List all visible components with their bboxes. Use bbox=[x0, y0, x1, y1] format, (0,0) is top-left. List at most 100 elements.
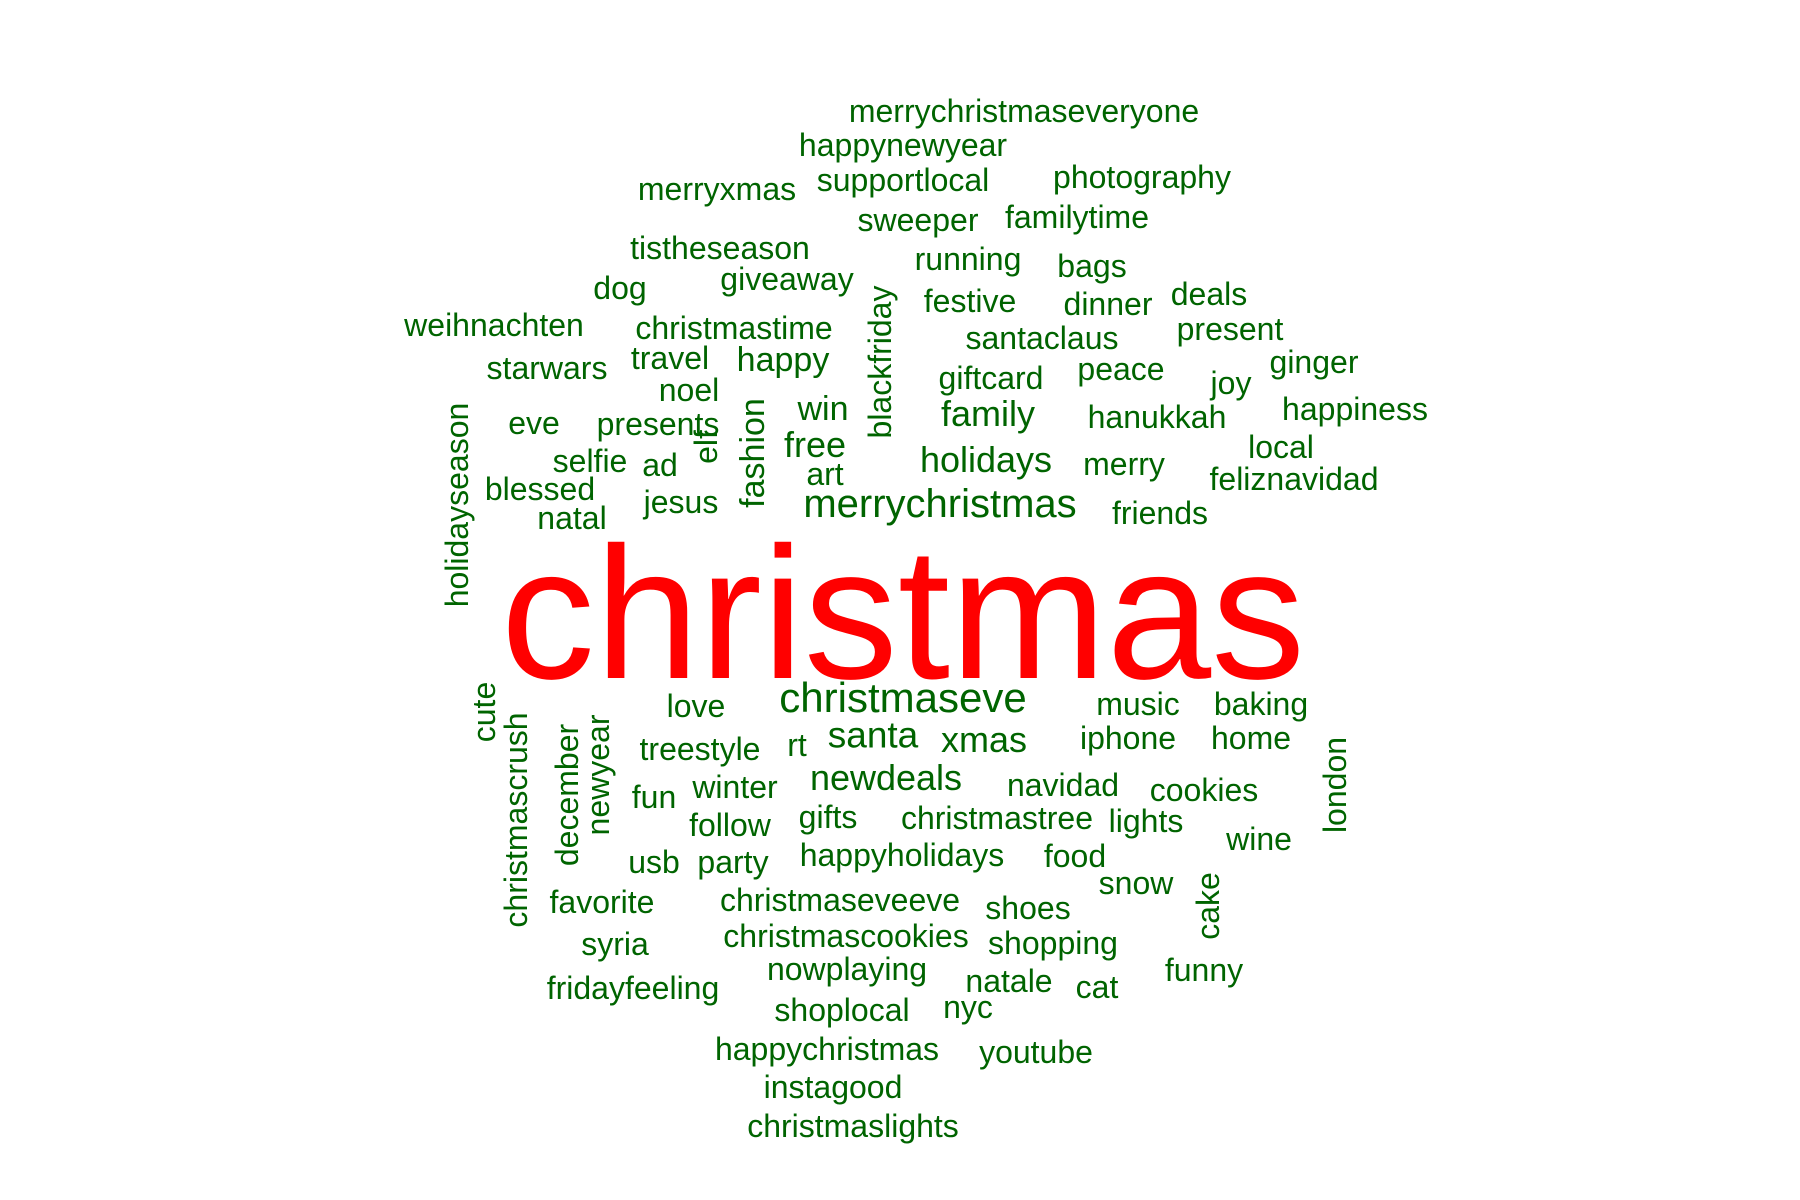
word-christmascrush: christmascrush bbox=[498, 712, 534, 928]
word-photography: photography bbox=[1053, 159, 1231, 195]
word-fridayfeeling: fridayfeeling bbox=[546, 970, 720, 1006]
word-supportlocal: supportlocal bbox=[816, 162, 990, 198]
word-christmascookies: christmascookies bbox=[723, 918, 969, 954]
word-lights: lights bbox=[1108, 803, 1184, 839]
word-friends: friends bbox=[1111, 495, 1209, 531]
word-weihnachten: weihnachten bbox=[404, 307, 584, 343]
word-party: party bbox=[697, 844, 769, 880]
word-natal: natal bbox=[537, 500, 607, 536]
word-snow: snow bbox=[1098, 865, 1174, 901]
word-home: home bbox=[1210, 720, 1292, 756]
word-art: art bbox=[806, 456, 844, 492]
word-win: win bbox=[797, 390, 849, 428]
word-ad: ad bbox=[642, 447, 678, 483]
word-newdeals: newdeals bbox=[809, 757, 963, 798]
word-favorite: favorite bbox=[549, 884, 655, 920]
word-christmaslights: christmaslights bbox=[747, 1108, 959, 1144]
word-love: love bbox=[666, 688, 726, 724]
word-blessed: blessed bbox=[484, 471, 596, 507]
word-xmas: xmas bbox=[940, 719, 1028, 760]
word-blackfriday: blackfriday bbox=[862, 285, 898, 439]
word-christmaseve: christmaseve bbox=[779, 674, 1027, 721]
word-gifts: gifts bbox=[798, 799, 858, 835]
word-usb: usb bbox=[628, 844, 680, 880]
word-familytime: familytime bbox=[1004, 199, 1150, 235]
word-happy: happy bbox=[736, 341, 830, 379]
word-wine: wine bbox=[1226, 821, 1292, 857]
word-free: free bbox=[783, 424, 847, 465]
word-giftcard: giftcard bbox=[938, 360, 1044, 396]
word-selfie: selfie bbox=[552, 443, 628, 479]
word-travel: travel bbox=[630, 340, 710, 376]
word-present: present bbox=[1176, 311, 1284, 347]
word-christmastime: christmastime bbox=[635, 310, 833, 346]
word-instagood: instagood bbox=[763, 1069, 903, 1105]
word-music: music bbox=[1096, 686, 1180, 722]
word-christmas: christmas bbox=[500, 508, 1306, 718]
word-family: family bbox=[940, 393, 1036, 434]
word-funny: funny bbox=[1164, 952, 1244, 988]
word-deals: deals bbox=[1170, 276, 1248, 312]
word-local: local bbox=[1248, 429, 1314, 465]
word-noel: noel bbox=[658, 372, 720, 408]
word-december: december bbox=[549, 723, 585, 867]
word-treestyle: treestyle bbox=[639, 731, 761, 767]
word-london: london bbox=[1317, 736, 1353, 834]
word-merry: merry bbox=[1083, 446, 1165, 482]
word-merryxmas: merryxmas bbox=[637, 171, 797, 207]
word-happynewyear: happynewyear bbox=[798, 127, 1008, 163]
word-merrychristmaseveryone: merrychristmaseveryone bbox=[848, 93, 1200, 129]
word-santaclaus: santaclaus bbox=[965, 320, 1119, 356]
word-natale: natale bbox=[965, 963, 1053, 999]
word-merrychristmas: merrychristmas bbox=[803, 482, 1077, 526]
word-bags: bags bbox=[1057, 248, 1127, 284]
word-nyc: nyc bbox=[943, 989, 993, 1025]
word-baking: baking bbox=[1213, 686, 1309, 722]
word-happyholidays: happyholidays bbox=[799, 837, 1005, 873]
word-festive: festive bbox=[923, 283, 1017, 319]
word-dinner: dinner bbox=[1063, 286, 1153, 322]
word-follow: follow bbox=[689, 807, 771, 843]
word-happychristmas: happychristmas bbox=[714, 1031, 940, 1067]
word-shoes: shoes bbox=[985, 890, 1071, 926]
word-syria: syria bbox=[581, 926, 649, 962]
word-joy: joy bbox=[1210, 365, 1252, 401]
word-christmastree: christmastree bbox=[900, 800, 1094, 836]
word-jesus: jesus bbox=[643, 484, 719, 520]
word-cookies: cookies bbox=[1149, 772, 1259, 808]
word-happiness: happiness bbox=[1282, 391, 1428, 427]
word-christmaseveeve: christmaseveeve bbox=[719, 882, 961, 918]
word-tistheseason: tistheseason bbox=[630, 230, 810, 266]
word-dog: dog bbox=[593, 270, 647, 306]
word-hanukkah: hanukkah bbox=[1087, 399, 1227, 435]
word-shopping: shopping bbox=[988, 925, 1118, 961]
word-presents: presents bbox=[596, 406, 720, 442]
word-fun: fun bbox=[631, 779, 677, 815]
word-giveaway: giveaway bbox=[720, 261, 854, 297]
word-running: running bbox=[914, 241, 1022, 277]
word-nowplaying: nowplaying bbox=[766, 951, 928, 987]
word-cat: cat bbox=[1075, 969, 1119, 1005]
word-winter: winter bbox=[692, 769, 778, 805]
word-fashion: fashion bbox=[734, 398, 772, 508]
word-starwars: starwars bbox=[486, 350, 608, 386]
word-youtube: youtube bbox=[979, 1034, 1093, 1070]
word-feliznavidad: feliznavidad bbox=[1209, 461, 1379, 497]
word-elf: elf bbox=[688, 430, 724, 464]
word-santa: santa bbox=[827, 714, 919, 756]
word-holidays: holidays bbox=[919, 439, 1053, 480]
word-iphone: iphone bbox=[1079, 720, 1177, 756]
word-newyear: newyear bbox=[580, 714, 616, 836]
word-cute: cute bbox=[466, 681, 502, 743]
word-peace: peace bbox=[1077, 351, 1165, 387]
word-food: food bbox=[1043, 838, 1107, 874]
word-holidayseason: holidayseason bbox=[439, 402, 475, 608]
word-eve: eve bbox=[508, 405, 560, 441]
word-shoplocal: shoplocal bbox=[774, 992, 910, 1028]
word-navidad: navidad bbox=[1006, 767, 1120, 803]
word-sweeper: sweeper bbox=[857, 202, 979, 238]
word-ginger: ginger bbox=[1269, 344, 1359, 380]
word-cake: cake bbox=[1190, 872, 1226, 940]
word-rt: rt bbox=[787, 727, 807, 763]
